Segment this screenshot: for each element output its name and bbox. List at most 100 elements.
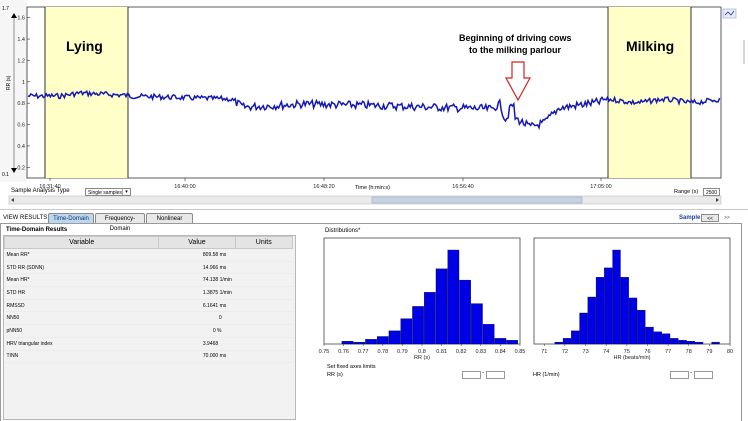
- x-tick-label: 16:40:00: [174, 184, 195, 190]
- rr-max-input[interactable]: [486, 371, 505, 379]
- hist-tick-label: 0.78: [377, 349, 388, 355]
- hr-histogram-bar: [620, 277, 629, 345]
- value-cell: 0: [158, 311, 293, 326]
- variable-cell: HRV triangular index: [4, 337, 159, 351]
- hr-histogram-bar: [686, 341, 695, 345]
- time-scrollbar[interactable]: [8, 195, 722, 205]
- hr-histogram-bar: [579, 312, 588, 345]
- scroll-left-icon[interactable]: [11, 198, 14, 202]
- hist-tick-label: 71: [541, 349, 547, 355]
- hist-x-axis-label: RR (s): [414, 355, 430, 361]
- table-row: pNN50 0 %: [4, 324, 293, 338]
- variable-cell: STD HR: [4, 286, 159, 300]
- plot-area: [26, 6, 722, 179]
- rr-limit-label: RR (s): [327, 372, 343, 378]
- hr-histogram: 71 72 73 74 75 76 77 78 79 80 HR (beats/min): [533, 237, 733, 361]
- rr-histogram-bar: [482, 324, 495, 345]
- rr-histogram-bar: [435, 268, 448, 345]
- hist-tick-label: 0.81: [436, 349, 447, 355]
- y-axis-max-value: 1.7: [2, 6, 9, 12]
- hist-tick-label: 80: [727, 349, 733, 355]
- hist-tick-label: 0.84: [495, 349, 506, 355]
- y-tick-label: 1: [22, 80, 25, 86]
- hr-histogram-bar: [637, 310, 646, 345]
- rr-histogram-bar: [377, 336, 389, 345]
- y-slider-down-icon[interactable]: [11, 168, 17, 173]
- value-cell: 14.966 ms: [158, 261, 293, 275]
- y-slider-up-icon[interactable]: [11, 13, 17, 18]
- rr-histogram-bar: [471, 303, 483, 345]
- results-panel: [0, 223, 742, 421]
- hist-tick-label: 0.77: [358, 349, 369, 355]
- time-domain-title: Time-Domain Results: [6, 227, 68, 233]
- tab-nonlinear[interactable]: Nonlinear: [146, 213, 193, 223]
- hist-tick-label: 0.79: [397, 349, 408, 355]
- hist-tick-label: 74: [603, 349, 609, 355]
- variable-cell: STD RR (SDNN): [4, 261, 159, 275]
- hist-tick-label: 72: [562, 349, 568, 355]
- hist-tick-label: 76: [644, 349, 650, 355]
- rr-histogram-bar: [424, 292, 436, 345]
- variable-cell: TINN: [4, 350, 159, 364]
- x-tick-label: 17:05:00: [590, 184, 611, 190]
- variable-cell: NN50: [4, 311, 159, 326]
- x-axis-label: Time (h:min:s): [355, 185, 390, 191]
- variable-cell: Mean HR*: [4, 273, 159, 288]
- sample-analysis-label: Sample Analysis Type: [11, 188, 70, 194]
- rr-histogram-bar: [388, 330, 401, 345]
- hr-histogram-bar: [661, 333, 671, 345]
- variable-cell: RMSSD: [4, 299, 159, 313]
- tab-time-domain[interactable]: Time-Domain: [48, 213, 94, 223]
- hist-tick-label: 0.82: [456, 349, 467, 355]
- signal-icon[interactable]: [724, 10, 735, 16]
- driving-annotation-line1: Beginning of driving cows: [459, 33, 572, 43]
- hr-min-input[interactable]: [670, 371, 689, 379]
- rr-min-input[interactable]: [462, 371, 481, 379]
- scrollbar-thumb[interactable]: [371, 196, 583, 204]
- range-input[interactable]: 2500: [703, 188, 720, 196]
- variable-cell: pNN50: [4, 324, 159, 338]
- hr-histogram-bar: [653, 331, 662, 345]
- x-tick-label: 16:31:40: [39, 184, 60, 190]
- table-row: Mean HR* 74.138 1/min: [4, 273, 293, 288]
- x-tick-label: 16:48:20: [313, 184, 334, 190]
- sample-label: Sample: [679, 215, 701, 221]
- hr-max-input[interactable]: [694, 371, 713, 379]
- rr-histogram-bar: [412, 306, 424, 345]
- table-row: Mean RR* 809.58 ms: [4, 248, 293, 262]
- rr-histogram-bar: [506, 340, 518, 345]
- table-row: NN50 0: [4, 311, 293, 326]
- hist-tick-label: 77: [665, 349, 671, 355]
- hist-tick-label: 0.75: [319, 349, 330, 355]
- column-header-variable: Variable: [3, 236, 160, 249]
- value-cell: 809.58 ms: [158, 248, 293, 262]
- prev-sample-button[interactable]: <<: [701, 214, 719, 222]
- variable-cell: Mean RR*: [4, 248, 159, 262]
- hr-limit-label: HR (1/min): [533, 372, 560, 378]
- hist-tick-label: 73: [583, 349, 589, 355]
- sample-analysis-value: Single samples: [88, 190, 122, 196]
- table-row: HRV triangular index 3.9468: [4, 337, 293, 351]
- y-tick-label: 1.4: [17, 37, 25, 43]
- scroll-right-icon[interactable]: [716, 198, 719, 202]
- hist-tick-label: 0.85: [515, 349, 526, 355]
- y-tick-label: 0.8: [17, 101, 25, 107]
- rr-histogram-bar: [365, 339, 377, 345]
- hr-histogram-bar: [628, 297, 638, 345]
- sample-analysis-select[interactable]: Single samples ▾: [85, 188, 131, 196]
- y-tick-label: 0.6: [17, 123, 25, 129]
- tab-frequency-domain[interactable]: Frequency-Domain: [95, 213, 145, 232]
- rr-histogram-bar: [494, 338, 507, 345]
- set-fixed-axes-label: Set fixed axes limits: [327, 364, 376, 370]
- table-row: STD HR 1.3875 1/min: [4, 286, 293, 300]
- next-sample-button[interactable]: >>: [724, 215, 730, 221]
- table-row: TINN 70.000 ms: [4, 350, 293, 364]
- chevron-down-icon: ▾: [122, 189, 130, 195]
- time-domain-table: Variable Value Units Mean RR* 809.58 ms S…: [3, 236, 294, 364]
- x-tick-label: 16:56:40: [452, 184, 473, 190]
- hr-histogram-bar: [645, 326, 654, 345]
- hr-histogram-bar: [711, 341, 720, 345]
- hist-tick-label: 78: [686, 349, 692, 355]
- y-tick-label: 1.2: [17, 58, 25, 64]
- table-row: STD RR (SDNN) 14.966 ms: [4, 261, 293, 275]
